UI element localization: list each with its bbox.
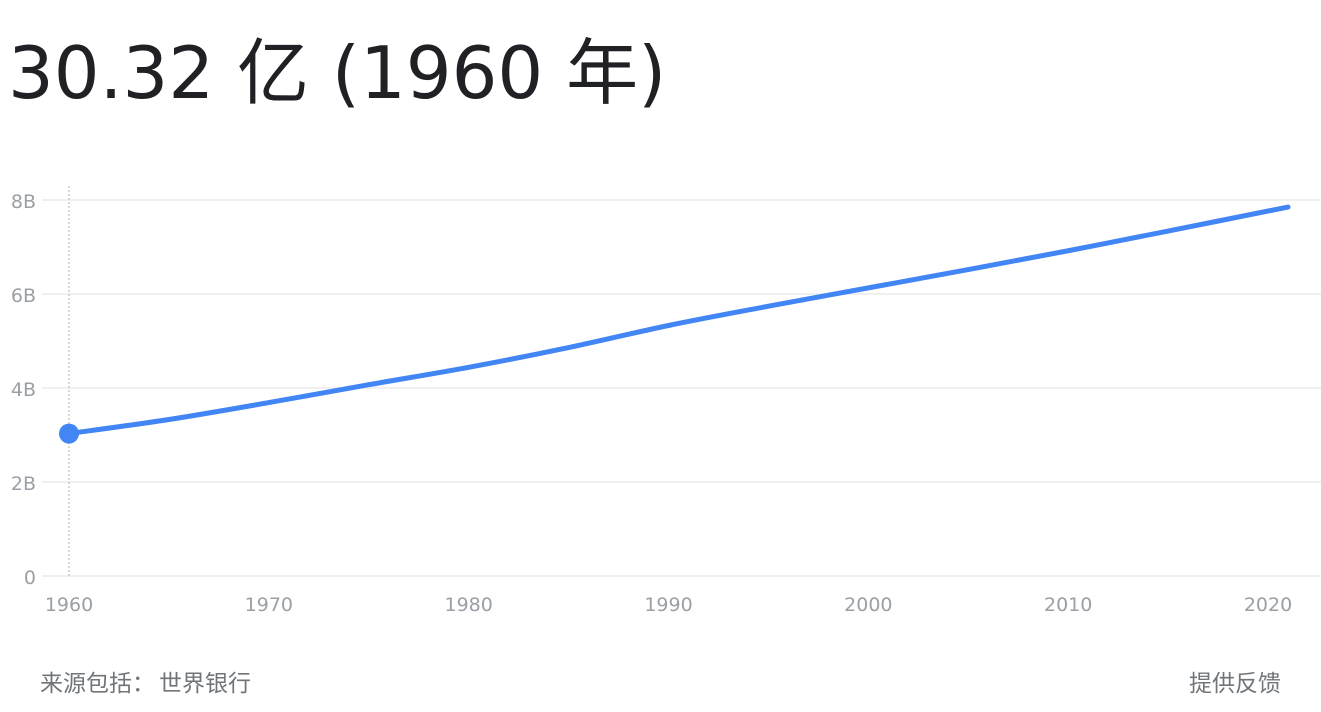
- highlight-layer: [59, 423, 79, 444]
- y-axis-ticks: 0 2B 4B 6B 8B: [11, 191, 36, 589]
- highlight-point[interactable]: [59, 423, 79, 444]
- source-name: 世界银行: [159, 671, 251, 697]
- series-layer: [66, 204, 1291, 437]
- x-axis-ticks: 1960 1970 1980 1990 2000 2010 2020: [45, 594, 1292, 616]
- source-attribution: 来源包括： 世界银行: [40, 664, 251, 698]
- y-tick-label: 8B: [11, 191, 36, 213]
- x-tick-label: 2010: [1044, 594, 1092, 616]
- x-tick-label: 1990: [644, 594, 692, 616]
- x-tick-label: 1970: [245, 594, 293, 616]
- y-tick-label: 6B: [11, 285, 36, 307]
- y-tick-label: 2B: [11, 473, 36, 495]
- source-label: 来源包括：: [40, 671, 155, 697]
- grid-lines: [42, 199, 1321, 577]
- x-tick-label: 1980: [444, 594, 492, 616]
- x-tick-label: 2020: [1244, 594, 1292, 616]
- y-tick-label: 4B: [11, 379, 36, 401]
- x-tick-label: 2000: [844, 594, 892, 616]
- series-line: [66, 204, 1291, 437]
- y-tick-label: 0: [24, 567, 36, 589]
- feedback-link[interactable]: 提供反馈: [1189, 671, 1281, 697]
- headline-value: 30.32 亿 (1960 年): [8, 31, 667, 115]
- x-tick-label: 1960: [45, 594, 93, 616]
- population-line-chart[interactable]: 0 2B 4B 6B 8B 1960 1970 1980 1990 2000 2010 2020: [0, 0, 1321, 640]
